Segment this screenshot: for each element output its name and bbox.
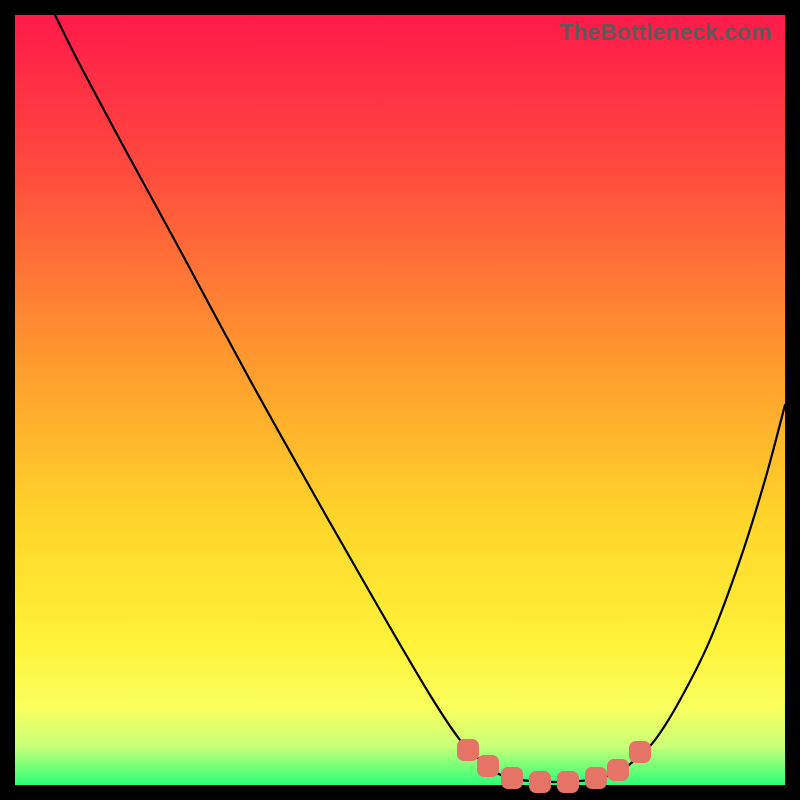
marker — [629, 741, 651, 763]
marker — [607, 759, 629, 781]
marker — [585, 767, 607, 789]
chart-container: TheBottleneck.com — [0, 0, 800, 800]
marker — [477, 755, 499, 777]
marker — [529, 771, 551, 793]
chart-svg — [0, 0, 800, 800]
marker — [557, 771, 579, 793]
marker — [457, 739, 479, 761]
bottleneck-curve — [55, 15, 785, 782]
marker-group — [457, 739, 651, 793]
marker — [501, 767, 523, 789]
